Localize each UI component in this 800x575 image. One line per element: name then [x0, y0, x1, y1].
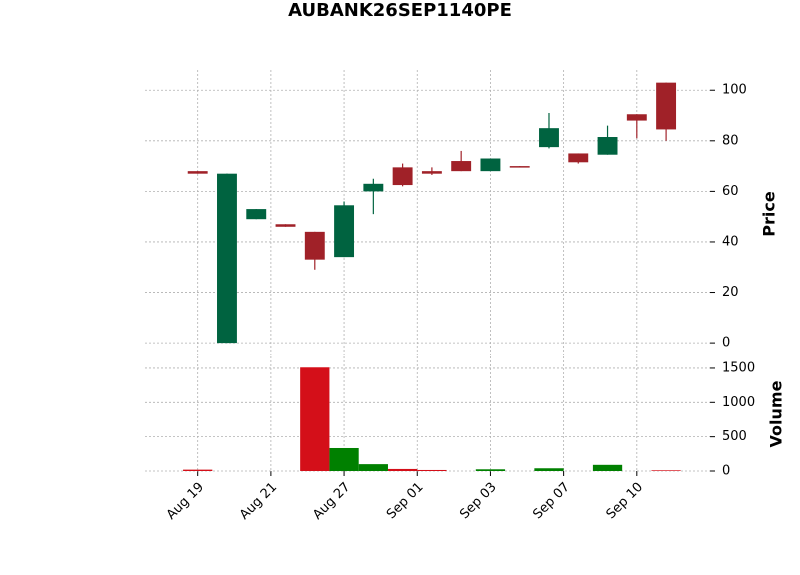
volume-tick-label: 1500: [722, 360, 755, 375]
x-tick-label: Aug 19: [164, 480, 207, 523]
volume-bar: [592, 464, 623, 471]
volume-tick-label: 1000: [722, 395, 755, 410]
chart-title: AUBANK26SEP1140PE: [288, 0, 512, 21]
candle-body: [451, 161, 472, 172]
candle-body: [626, 114, 647, 121]
candle-body: [509, 166, 530, 168]
candle-body: [480, 158, 501, 172]
candle-body: [217, 173, 237, 344]
candle-body: [656, 82, 677, 130]
x-tick-label: Sep 07: [530, 480, 573, 523]
candle-body: [539, 128, 559, 148]
y-tick-label: 0: [722, 336, 730, 351]
x-tick-label: Aug 27: [310, 480, 353, 523]
x-tick-label: Sep 03: [457, 480, 500, 523]
candle-body: [334, 205, 355, 258]
y-tick-label: 60: [722, 184, 739, 199]
y-tick-label: 100: [722, 83, 747, 98]
candle-body: [421, 171, 442, 174]
candle-body: [275, 224, 296, 227]
volume-bar: [651, 470, 681, 471]
volume-bar: [417, 469, 447, 471]
volume-bar: [475, 469, 506, 471]
volume-bar: [329, 447, 359, 471]
candle-body: [597, 137, 618, 155]
volume-bar: [358, 464, 388, 471]
y-tick-label: 40: [722, 234, 739, 249]
x-tick-label: Aug 21: [237, 480, 280, 523]
candle-body: [187, 171, 208, 174]
volume-bar: [300, 367, 330, 471]
volume-tick-label: 0: [722, 464, 730, 479]
y-tick-label: 80: [722, 133, 739, 148]
y-tick-label: 20: [722, 285, 739, 300]
candle-body: [304, 231, 325, 260]
candle-body: [392, 167, 413, 186]
volume-tick-label: 500: [722, 429, 747, 444]
volume-axis-label: Volume: [767, 380, 786, 447]
x-tick-label: Sep 01: [384, 480, 427, 523]
candle-body: [568, 153, 589, 163]
candle-body: [363, 183, 384, 192]
volume-bar: [183, 469, 213, 471]
x-tick-label: Sep 10: [604, 480, 647, 523]
volume-bar: [534, 468, 564, 471]
volume-bar: [387, 468, 418, 471]
candle-body: [246, 209, 267, 220]
y-axis-label: Price: [760, 191, 779, 237]
